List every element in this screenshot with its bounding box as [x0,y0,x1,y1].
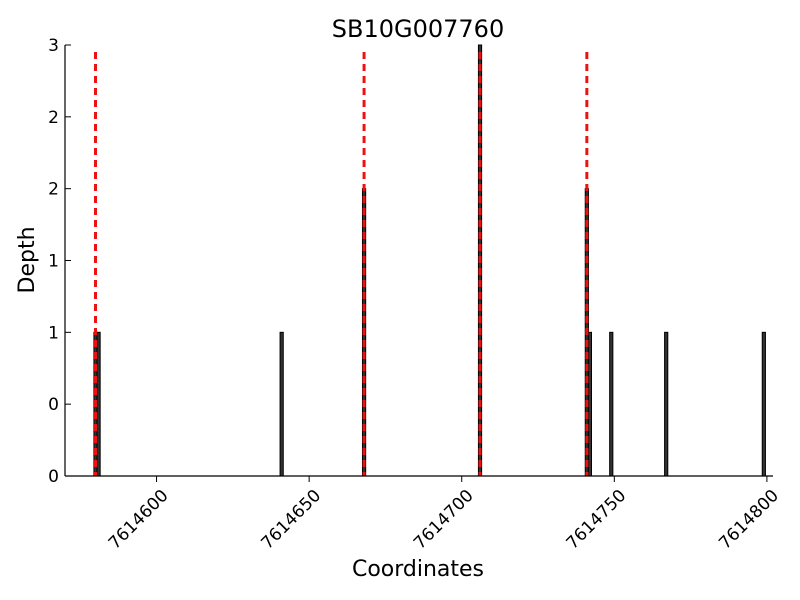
y-tick-label-3: 1 [48,252,59,272]
depth-bar-6 [587,331,592,477]
y-ticks: 0 0 1 1 2 2 3 [48,36,71,487]
x-axis-label: Coordinates [352,557,484,582]
y-tick-label-4: 2 [48,180,59,200]
x-tick-label-0: 7614600 [105,486,173,554]
markers-layer [94,52,589,476]
depth-bar-9 [761,331,766,477]
y-tick-label-2: 1 [48,323,59,343]
chart-title: SB10G007760 [332,15,504,43]
y-tick-label-1: 0 [48,395,59,415]
y-tick-label-6: 3 [48,36,59,56]
bars-layer [93,44,766,477]
depth-bar-7 [609,331,614,477]
depth-bar-2 [279,331,284,477]
x-ticks: 7614600 7614650 7614700 7614750 7614800 [105,476,783,554]
depth-bar-1 [96,331,101,477]
x-tick-label-4: 7614800 [715,486,783,554]
x-tick-label-1: 7614650 [257,486,325,554]
y-axis-label: Depth [15,226,40,293]
y-tick-label-0: 0 [48,467,59,487]
x-tick-label-2: 7614700 [410,486,478,554]
depth-bar-8 [664,331,669,477]
x-tick-label-3: 7614750 [563,486,631,554]
y-tick-label-5: 2 [48,108,59,128]
